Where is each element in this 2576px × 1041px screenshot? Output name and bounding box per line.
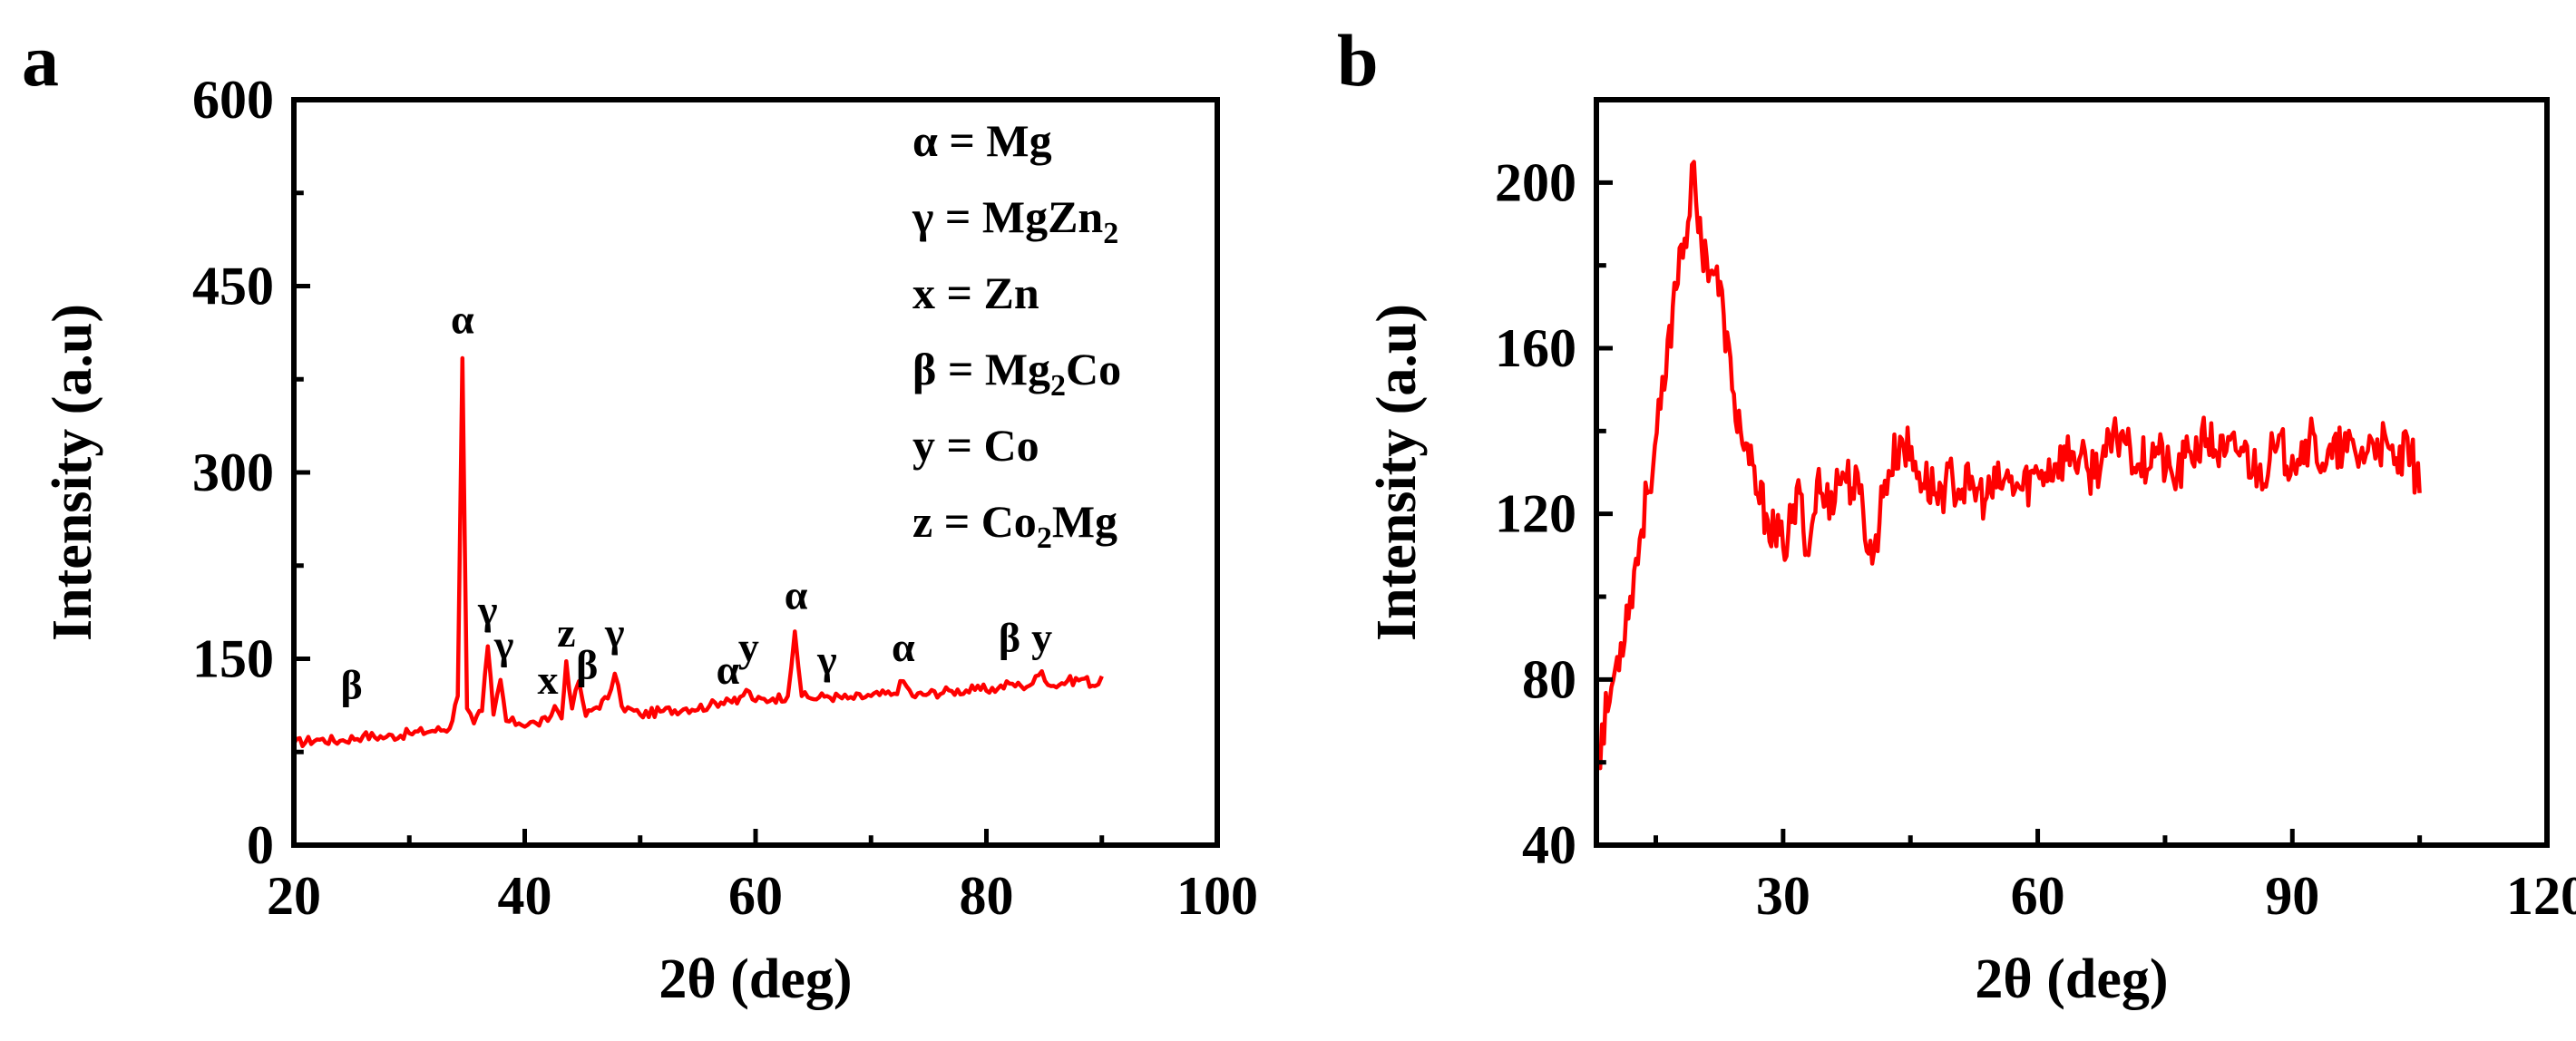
panel-b-x-tick-label: 30 <box>1756 866 1810 926</box>
panel-a-legend-entry: z = Co2Mg <box>912 496 1117 555</box>
legend-equals: = <box>935 268 984 318</box>
panel-b-x-tick-label: 90 <box>2265 866 2319 926</box>
legend-symbol: y <box>912 420 935 471</box>
legend-equals: = <box>933 191 982 242</box>
panel-a-legend-entry: α = Mg <box>912 115 1052 166</box>
panel-a-x-tick-label: 40 <box>498 866 552 926</box>
panel-a-x-tick-label: 100 <box>1176 866 1258 926</box>
legend-phase-tail: Co <box>1066 344 1121 394</box>
panel-a-peak-label: x <box>537 657 558 703</box>
panel-b-frame <box>1594 97 2550 848</box>
panel-a-peak-label: α <box>892 624 915 670</box>
panel-letter-b: b <box>1337 19 1379 102</box>
panel-a-legend-entry: γ = MgZn2 <box>912 191 1118 250</box>
legend-phase-tail: Mg <box>1052 496 1117 547</box>
panel-a-peak-label: γ <box>816 637 837 683</box>
panel-a-peak-label: β <box>341 661 363 707</box>
panel-a-peak-label: y <box>1031 614 1052 660</box>
panel-b-y-tick-label: 40 <box>1522 815 1576 875</box>
legend-symbol: α <box>912 115 938 166</box>
legend-phase: Co <box>981 496 1037 547</box>
panel-a-ticks <box>291 97 1220 848</box>
panel-a-y-tick-label: 300 <box>192 443 274 502</box>
panel-a-peak-label: y <box>738 624 759 670</box>
panel-a-peak-label: γ <box>604 609 625 656</box>
legend-phase: MgZn <box>982 191 1104 242</box>
panel-b-tick-labels: 30 60 90 120 40 80 120 160 200 <box>1495 152 2576 926</box>
panel-a-legend-entry: β = Mg2Co <box>912 344 1121 403</box>
panel-a-peak-label: α <box>717 647 740 693</box>
panel-b-series-line <box>1596 160 2422 771</box>
panel-a-peak-label: γ <box>493 622 514 668</box>
legend-equals: = <box>936 344 985 394</box>
legend-symbol: z <box>912 496 932 547</box>
legend-symbol: β <box>912 344 936 394</box>
panel-a-peak-label: β <box>999 614 1020 660</box>
legend-phase: Mg <box>985 344 1050 394</box>
panel-b-x-tick-label: 120 <box>2506 866 2576 926</box>
panel-b-y-tick-label: 120 <box>1495 484 1576 544</box>
panel-a-y-tick-label: 150 <box>192 629 274 689</box>
panel-b-x-axis-label: 2θ (deg) <box>1975 949 2168 1010</box>
panel-letter-a: a <box>22 19 59 102</box>
panel-a-peak-label: α <box>785 572 808 618</box>
panel-a-peak-label: z <box>557 609 575 656</box>
panel-a-series-line <box>294 355 1104 749</box>
panel-a-legend-entry: x = Zn <box>912 268 1039 318</box>
panel-a-y-tick-label: 600 <box>192 70 274 130</box>
panel-a-peak-label: β <box>576 641 598 687</box>
panel-a-y-axis-label: Intensity (a.u) <box>42 304 103 641</box>
panel-a-peak-label: γ <box>477 587 498 633</box>
panel-a-y-tick-label: 0 <box>247 815 274 875</box>
panel-b-trace-layer <box>1596 160 2422 771</box>
panel-a-x-axis-label: 2θ (deg) <box>659 949 852 1010</box>
panel-b-y-tick-label: 160 <box>1495 318 1576 378</box>
panel-a-x-tick-label: 20 <box>267 866 321 926</box>
legend-phase: Co <box>984 420 1039 471</box>
panel-a-x-tick-label: 60 <box>728 866 783 926</box>
legend-phase: Zn <box>984 268 1039 318</box>
panel-a-tick-labels: 20 40 60 80 100 0 150 300 450 600 <box>192 70 1258 926</box>
panel-a-peak-label: α <box>451 297 474 343</box>
legend-phase: Mg <box>986 115 1051 166</box>
legend-subscript: 2 <box>1103 217 1118 250</box>
panel-a-legend-entry: y = Co <box>912 420 1039 471</box>
panel-b-y-tick-label: 80 <box>1522 649 1576 709</box>
panel-a-y-tick-label: 450 <box>192 257 274 316</box>
panel-b-ticks <box>1596 180 2550 848</box>
legend-equals: = <box>938 115 987 166</box>
legend-subscript: 2 <box>1050 369 1066 403</box>
legend-symbol: x <box>912 268 935 318</box>
panel-b-x-tick-label: 60 <box>2011 866 2065 926</box>
panel-a-x-tick-label: 80 <box>960 866 1014 926</box>
chart-panel-b: 30 60 90 120 40 80 120 160 200 2θ (deg) Intensit… <box>1366 97 2576 1010</box>
legend-equals: = <box>932 496 981 547</box>
legend-symbol: γ <box>912 191 933 242</box>
panel-b-y-tick-label: 200 <box>1495 152 1576 212</box>
legend-equals: = <box>935 420 984 471</box>
panel-a-trace-layer <box>294 355 1104 749</box>
legend-subscript: 2 <box>1037 521 1052 555</box>
panel-b-y-axis-label: Intensity (a.u) <box>1366 304 1428 641</box>
